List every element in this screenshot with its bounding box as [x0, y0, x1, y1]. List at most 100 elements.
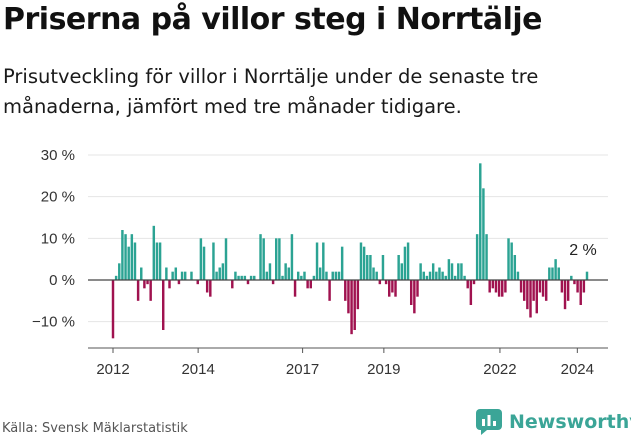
- bar: [356, 280, 360, 310]
- bar: [384, 280, 388, 285]
- bar: [532, 280, 535, 301]
- bar: [168, 280, 171, 289]
- bar: [300, 275, 303, 280]
- x-axis: 2012 2014 2017 2019 2022 2024: [88, 347, 608, 378]
- bar: [472, 280, 476, 285]
- bar: [413, 280, 416, 314]
- bar: [325, 271, 328, 280]
- bar: [111, 280, 115, 339]
- bar: [485, 234, 488, 280]
- bar: [237, 275, 240, 280]
- bar: [124, 234, 127, 280]
- brand-logo: Newsworthy: [475, 408, 631, 436]
- bar: [359, 242, 363, 280]
- bar: [566, 280, 570, 301]
- bar: [246, 280, 250, 285]
- bar: [513, 255, 517, 280]
- bar: [548, 267, 551, 280]
- bar: [457, 263, 460, 280]
- bar: [362, 246, 366, 280]
- bar: [466, 280, 469, 289]
- bar: [306, 280, 309, 289]
- bar: [275, 238, 278, 280]
- bar: [551, 267, 554, 280]
- bar: [560, 280, 564, 293]
- bar: [479, 163, 482, 280]
- bar: [394, 280, 397, 297]
- bar: [488, 280, 491, 293]
- bar: [253, 275, 256, 280]
- bar: [516, 271, 520, 280]
- bar: [259, 234, 262, 280]
- bar: [171, 271, 174, 280]
- bar: [369, 255, 372, 280]
- bar: [287, 267, 291, 280]
- bar: [158, 242, 162, 280]
- bar: [450, 263, 454, 280]
- bar: [519, 280, 523, 293]
- bar: [312, 275, 316, 280]
- bar-chart: −10 % 0 % 10 % 20 % 30 % 2012 2014 2017 2019 202…: [32, 147, 608, 378]
- bar: [268, 263, 272, 280]
- bar: [318, 267, 322, 280]
- bar: [428, 271, 432, 280]
- bar: [438, 267, 441, 280]
- bar: [293, 280, 297, 297]
- bar: [510, 242, 513, 280]
- gridlines: [88, 154, 608, 323]
- bar: [372, 267, 375, 280]
- bar: [353, 280, 356, 330]
- bar: [196, 280, 199, 285]
- bar: [121, 230, 124, 280]
- bar: [149, 280, 152, 301]
- bar: [463, 275, 466, 280]
- bar: [155, 242, 159, 280]
- bar: [366, 255, 369, 280]
- bar: [334, 271, 338, 280]
- bar: [265, 271, 269, 280]
- bar: [444, 275, 447, 280]
- bar: [388, 280, 391, 297]
- bar: [482, 188, 485, 280]
- source-note: Källa: Svensk Mäklarstatistik: [2, 421, 188, 436]
- bar: [350, 280, 353, 335]
- latest-value-label: 2 %: [569, 242, 597, 259]
- bar: [190, 271, 193, 280]
- bar: [183, 271, 187, 280]
- bar: [497, 280, 501, 297]
- bar-series: [111, 163, 589, 339]
- bar: [152, 225, 156, 280]
- bar: [431, 263, 435, 280]
- bar: [209, 280, 212, 297]
- bar: [205, 280, 209, 293]
- bar: [271, 280, 275, 285]
- bar: [409, 280, 413, 305]
- bar: [447, 259, 451, 280]
- bar: [582, 280, 586, 293]
- bar: [146, 280, 149, 285]
- bar: [453, 275, 457, 280]
- y-tick-label: 30 %: [41, 147, 75, 164]
- bar: [570, 275, 573, 280]
- bar: [303, 271, 306, 280]
- y-axis: −10 % 0 % 10 % 20 % 30 %: [32, 147, 75, 331]
- bar: [554, 259, 557, 280]
- newsworthy-logo-icon: [476, 409, 502, 435]
- bar: [535, 280, 538, 314]
- bar: [215, 271, 218, 280]
- bar: [180, 271, 184, 280]
- bar: [296, 271, 300, 280]
- bar: [494, 280, 498, 293]
- bar: [340, 246, 344, 280]
- bar: [174, 267, 178, 280]
- x-tick-label: 2014: [181, 361, 214, 378]
- bar: [212, 242, 215, 280]
- bar: [322, 242, 325, 280]
- bar: [391, 280, 394, 293]
- bar: [375, 271, 378, 280]
- y-tick-label: 10 %: [41, 230, 75, 247]
- bar: [585, 271, 589, 280]
- bar: [469, 280, 473, 305]
- bar: [344, 280, 347, 301]
- bar: [337, 271, 341, 280]
